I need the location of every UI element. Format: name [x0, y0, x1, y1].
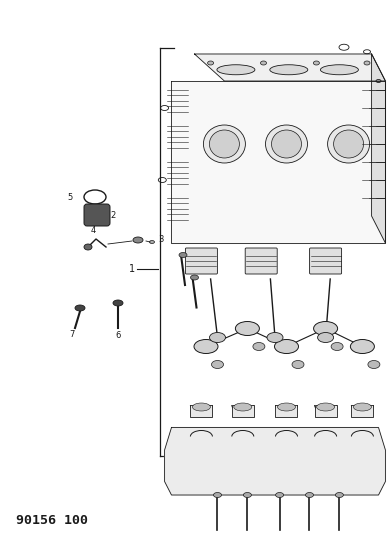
- Polygon shape: [371, 54, 386, 243]
- Ellipse shape: [253, 343, 265, 351]
- Ellipse shape: [364, 61, 370, 65]
- Ellipse shape: [192, 403, 210, 411]
- Ellipse shape: [350, 340, 375, 353]
- FancyBboxPatch shape: [310, 248, 342, 274]
- Ellipse shape: [271, 130, 301, 158]
- FancyBboxPatch shape: [232, 405, 254, 417]
- Ellipse shape: [217, 64, 255, 75]
- Ellipse shape: [328, 125, 369, 163]
- FancyBboxPatch shape: [84, 204, 110, 226]
- Ellipse shape: [113, 300, 123, 306]
- Ellipse shape: [270, 64, 308, 75]
- Ellipse shape: [208, 61, 213, 65]
- Ellipse shape: [234, 403, 252, 411]
- Text: 4: 4: [90, 226, 96, 235]
- FancyBboxPatch shape: [190, 405, 212, 417]
- Ellipse shape: [317, 403, 335, 411]
- Ellipse shape: [353, 403, 371, 411]
- Ellipse shape: [335, 492, 343, 497]
- Ellipse shape: [314, 61, 319, 65]
- Ellipse shape: [368, 360, 380, 368]
- Polygon shape: [172, 81, 386, 243]
- Ellipse shape: [331, 343, 343, 351]
- Ellipse shape: [276, 492, 283, 497]
- Ellipse shape: [203, 125, 246, 163]
- Ellipse shape: [260, 61, 267, 65]
- Ellipse shape: [75, 305, 85, 311]
- Ellipse shape: [267, 333, 283, 343]
- Text: 6: 6: [115, 331, 121, 340]
- Ellipse shape: [190, 275, 199, 280]
- Ellipse shape: [210, 333, 226, 343]
- Ellipse shape: [334, 130, 364, 158]
- Ellipse shape: [212, 360, 224, 368]
- Ellipse shape: [235, 321, 259, 335]
- Polygon shape: [194, 54, 386, 81]
- Text: 7: 7: [69, 330, 75, 339]
- Ellipse shape: [149, 240, 154, 244]
- Ellipse shape: [317, 333, 334, 343]
- Ellipse shape: [210, 130, 239, 158]
- Ellipse shape: [278, 403, 296, 411]
- Text: 90156 100: 90156 100: [16, 514, 88, 527]
- Ellipse shape: [179, 253, 187, 257]
- Text: 1: 1: [129, 264, 135, 274]
- Ellipse shape: [314, 321, 337, 335]
- FancyBboxPatch shape: [276, 405, 298, 417]
- Ellipse shape: [292, 360, 304, 368]
- Ellipse shape: [274, 340, 298, 353]
- Text: 5: 5: [68, 192, 73, 201]
- Text: 2: 2: [110, 211, 115, 220]
- FancyBboxPatch shape: [352, 405, 373, 417]
- Ellipse shape: [84, 244, 92, 250]
- Ellipse shape: [213, 492, 221, 497]
- FancyBboxPatch shape: [185, 248, 217, 274]
- Ellipse shape: [133, 237, 143, 243]
- Polygon shape: [165, 427, 386, 495]
- Ellipse shape: [194, 340, 218, 353]
- Ellipse shape: [244, 492, 251, 497]
- Ellipse shape: [265, 125, 307, 163]
- Text: 3: 3: [158, 236, 163, 245]
- FancyBboxPatch shape: [245, 248, 277, 274]
- FancyBboxPatch shape: [315, 405, 337, 417]
- Ellipse shape: [320, 64, 359, 75]
- Ellipse shape: [305, 492, 314, 497]
